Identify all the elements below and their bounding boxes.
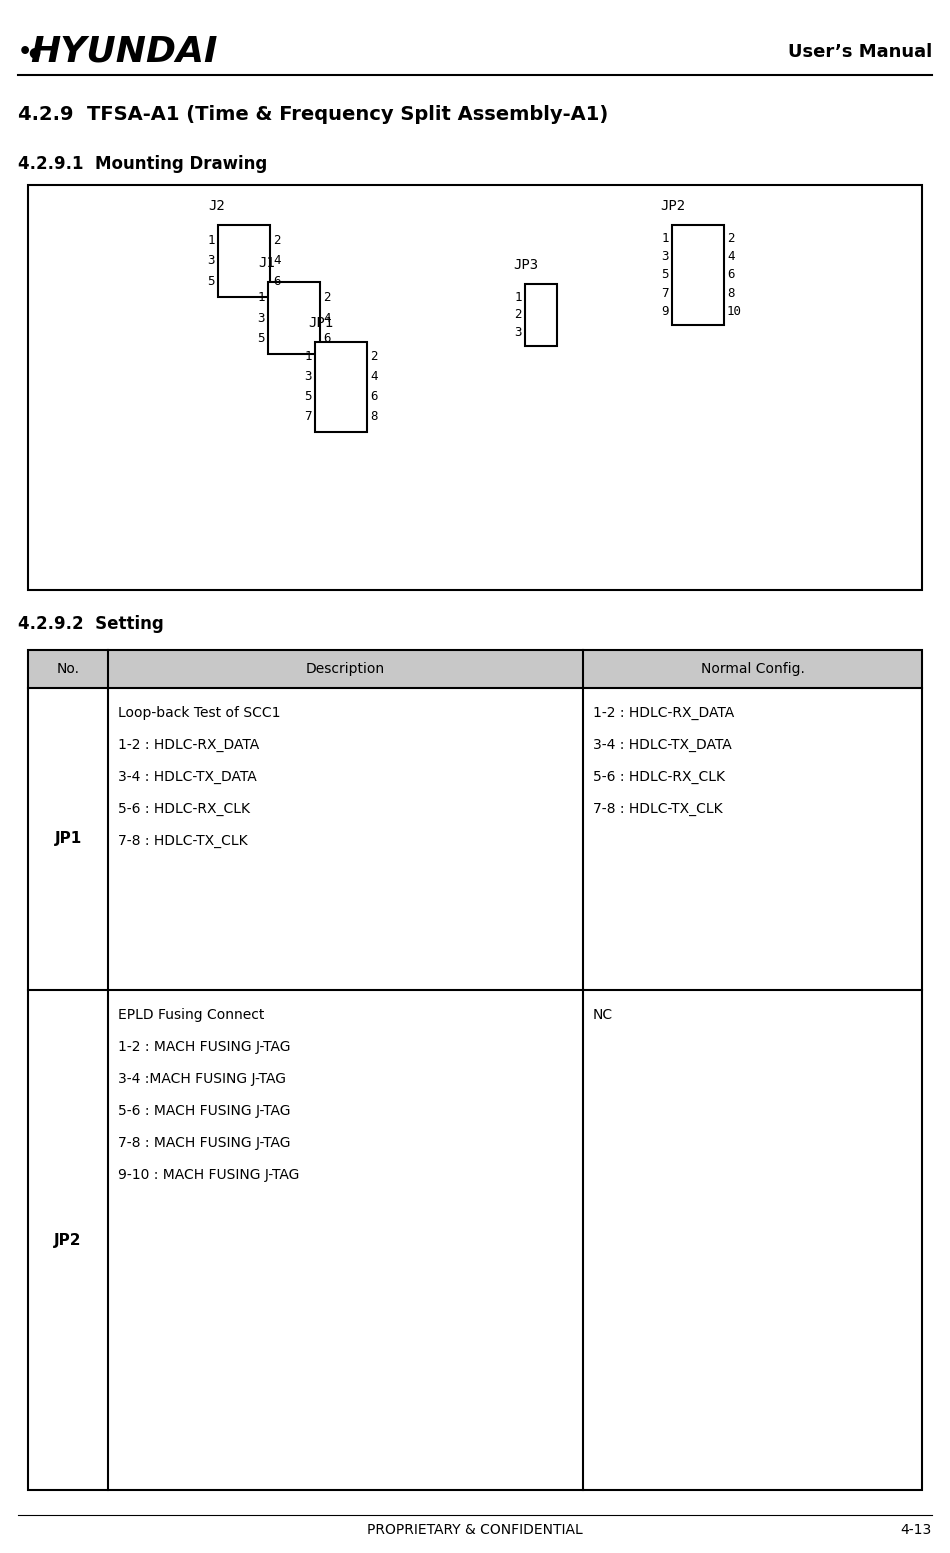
Text: 9: 9	[661, 304, 669, 318]
Text: 6: 6	[323, 332, 331, 345]
Text: JP2: JP2	[54, 1233, 82, 1247]
Text: ●: ●	[28, 45, 40, 59]
Text: 10: 10	[727, 304, 742, 318]
Text: 5-6 : MACH FUSING J-TAG: 5-6 : MACH FUSING J-TAG	[118, 1104, 291, 1118]
Text: HYUNDAI: HYUNDAI	[30, 36, 218, 68]
Text: J2: J2	[208, 199, 225, 213]
Text: 9-10 : MACH FUSING J-TAG: 9-10 : MACH FUSING J-TAG	[118, 1168, 299, 1182]
Text: 8: 8	[370, 410, 377, 424]
Text: 2: 2	[273, 235, 280, 247]
Text: User’s Manual: User’s Manual	[788, 43, 932, 61]
Text: 6: 6	[273, 275, 280, 287]
Text: 4.2.9  TFSA-A1 (Time & Frequency Split Assembly-A1): 4.2.9 TFSA-A1 (Time & Frequency Split As…	[18, 106, 608, 124]
Text: 5-6 : HDLC-RX_CLK: 5-6 : HDLC-RX_CLK	[118, 801, 250, 815]
Text: 1-2 : HDLC-RX_DATA: 1-2 : HDLC-RX_DATA	[118, 738, 259, 752]
Text: 3: 3	[257, 312, 265, 325]
Text: 5: 5	[257, 332, 265, 345]
Text: 3-4 : HDLC-TX_DATA: 3-4 : HDLC-TX_DATA	[593, 738, 732, 752]
Text: 4.2.9.1  Mounting Drawing: 4.2.9.1 Mounting Drawing	[18, 155, 267, 172]
Text: 8: 8	[727, 287, 734, 300]
Text: PROPRIETARY & CONFIDENTIAL: PROPRIETARY & CONFIDENTIAL	[367, 1523, 583, 1537]
Text: 1: 1	[257, 290, 265, 304]
Text: 5: 5	[661, 269, 669, 281]
Text: 4: 4	[370, 371, 377, 384]
Text: 3: 3	[207, 255, 215, 267]
Text: 3-4 :MACH FUSING J-TAG: 3-4 :MACH FUSING J-TAG	[118, 1072, 286, 1086]
Text: No.: No.	[56, 662, 80, 676]
Text: Normal Config.: Normal Config.	[700, 662, 805, 676]
Text: 3: 3	[661, 250, 669, 264]
Text: Loop-back Test of SCC1: Loop-back Test of SCC1	[118, 707, 280, 721]
Text: 3: 3	[515, 326, 522, 339]
Bar	[315, 342, 367, 432]
Text: JP1: JP1	[308, 315, 333, 329]
Text: 7-8 : MACH FUSING J-TAG: 7-8 : MACH FUSING J-TAG	[118, 1135, 291, 1151]
Text: NC: NC	[593, 1008, 613, 1022]
Text: JP1: JP1	[54, 831, 82, 846]
Text: 1: 1	[515, 290, 522, 304]
Text: 2: 2	[323, 290, 331, 304]
Text: 4: 4	[323, 312, 331, 325]
Text: Description: Description	[306, 662, 385, 676]
Text: 7: 7	[305, 410, 312, 424]
Text: J1: J1	[258, 256, 275, 270]
Text: 2: 2	[370, 351, 377, 363]
Text: EPLD Fusing Connect: EPLD Fusing Connect	[118, 1008, 264, 1022]
Text: 7-8 : HDLC-TX_CLK: 7-8 : HDLC-TX_CLK	[118, 834, 248, 848]
Text: 1: 1	[661, 231, 669, 245]
Text: 1: 1	[305, 351, 312, 363]
Text: •: •	[18, 42, 32, 62]
Text: 5-6 : HDLC-RX_CLK: 5-6 : HDLC-RX_CLK	[593, 770, 725, 784]
Bar	[28, 651, 922, 1489]
Bar	[525, 284, 557, 346]
Text: JP2: JP2	[660, 199, 685, 213]
Text: JP3: JP3	[513, 258, 538, 272]
Text: 6: 6	[727, 269, 734, 281]
Text: 6: 6	[370, 390, 377, 404]
Text: 1-2 : MACH FUSING J-TAG: 1-2 : MACH FUSING J-TAG	[118, 1041, 291, 1054]
Text: 1: 1	[207, 235, 215, 247]
Text: 7: 7	[661, 287, 669, 300]
Text: 7-8 : HDLC-TX_CLK: 7-8 : HDLC-TX_CLK	[593, 801, 723, 815]
Text: 5: 5	[305, 390, 312, 404]
Text: 3: 3	[305, 371, 312, 384]
Bar	[268, 283, 320, 354]
Text: 1-2 : HDLC-RX_DATA: 1-2 : HDLC-RX_DATA	[593, 707, 734, 721]
Text: 2: 2	[727, 231, 734, 245]
Text: 4.2.9.2  Setting: 4.2.9.2 Setting	[18, 615, 163, 634]
Bar	[28, 651, 922, 688]
Text: 4-13: 4-13	[901, 1523, 932, 1537]
Bar	[672, 225, 724, 325]
Text: 2: 2	[515, 309, 522, 321]
Text: 4: 4	[273, 255, 280, 267]
Bar	[218, 225, 270, 297]
Bar	[28, 185, 922, 590]
Text: 4: 4	[727, 250, 734, 264]
Text: 5: 5	[207, 275, 215, 287]
Text: 3-4 : HDLC-TX_DATA: 3-4 : HDLC-TX_DATA	[118, 770, 256, 784]
